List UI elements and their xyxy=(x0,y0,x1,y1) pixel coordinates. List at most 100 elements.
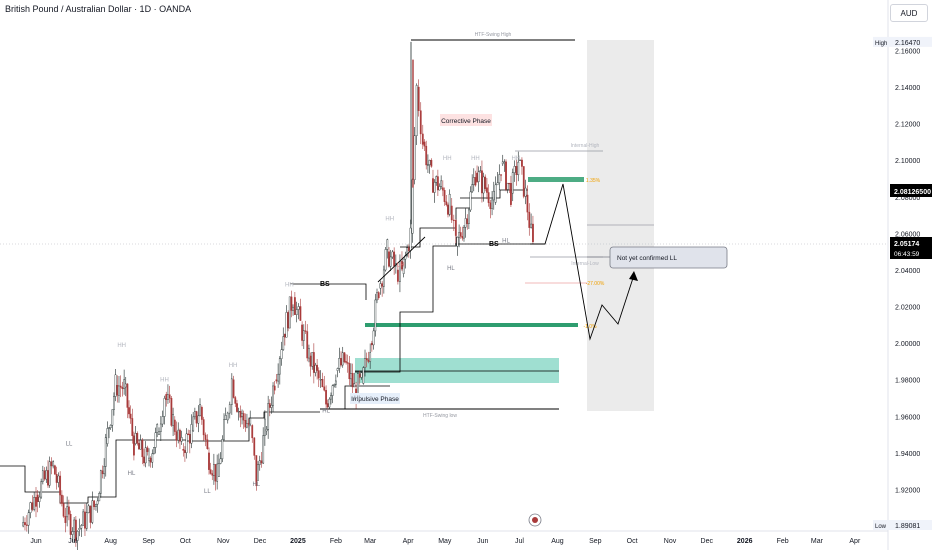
candle-body xyxy=(396,269,399,282)
candle-body xyxy=(165,394,168,400)
candle-body xyxy=(230,378,233,405)
candle-body xyxy=(206,439,209,449)
structure-label: HL xyxy=(447,266,455,272)
plot-area xyxy=(0,0,888,550)
candle-body xyxy=(73,519,76,532)
candle-body xyxy=(336,368,339,371)
candle-body xyxy=(287,312,290,329)
candle-body xyxy=(168,394,171,399)
x-tick-label: Feb xyxy=(330,538,342,545)
y-tick-label: 2.12000 xyxy=(895,122,920,129)
x-tick-label: Nov xyxy=(217,538,230,545)
candle-body xyxy=(409,227,412,251)
candle-body xyxy=(425,145,428,166)
candle-body xyxy=(328,398,331,408)
candle-body xyxy=(391,251,394,258)
candle-body xyxy=(381,283,384,287)
candle-body xyxy=(406,247,409,256)
candle-body xyxy=(428,159,431,165)
candle-body xyxy=(316,364,319,371)
x-tick-label: Apr xyxy=(849,538,861,545)
candle-body xyxy=(388,251,390,267)
candle-body xyxy=(66,506,69,518)
x-tick-label: Aug xyxy=(104,538,117,545)
currency-button[interactable]: AUD xyxy=(890,4,928,22)
candle-body xyxy=(288,296,291,329)
candle-body xyxy=(479,170,482,173)
candle-body xyxy=(450,205,453,221)
structure-label: HH xyxy=(471,156,480,162)
level-tag-bg xyxy=(890,184,932,197)
candle-body xyxy=(419,110,422,135)
x-tick-label: Mar xyxy=(364,538,377,545)
structure-label: HL xyxy=(128,471,136,477)
candle-body xyxy=(236,403,238,412)
candle-body xyxy=(435,176,438,183)
candle-body xyxy=(251,425,254,439)
y-tick-label: 2.00000 xyxy=(895,341,920,348)
candle-body xyxy=(338,358,341,369)
candle-body xyxy=(138,443,140,450)
candle-body xyxy=(469,191,472,211)
candle-body xyxy=(36,494,39,502)
candle-body xyxy=(153,447,155,454)
x-tick-label: Oct xyxy=(627,538,638,545)
y-tick-label: 2.10000 xyxy=(895,158,920,165)
candle-body xyxy=(348,362,351,380)
candle-body xyxy=(74,519,77,541)
low-value-bg xyxy=(890,520,932,530)
candle-body xyxy=(148,457,150,461)
candle-body xyxy=(487,192,490,203)
candle-body xyxy=(188,434,191,444)
candle-body xyxy=(319,379,322,381)
candle-body xyxy=(309,355,312,367)
structure-line xyxy=(290,283,367,300)
candle-body xyxy=(295,309,298,315)
candle-body xyxy=(242,413,245,421)
candle-body xyxy=(519,159,521,161)
candle-body xyxy=(96,500,99,505)
candle-body xyxy=(95,504,97,508)
structure-line xyxy=(320,385,390,410)
candle-body xyxy=(121,387,124,390)
candle-body xyxy=(129,413,132,419)
candle-body xyxy=(345,361,347,363)
candle-body xyxy=(187,433,190,435)
candle-body xyxy=(496,182,499,186)
trend-line xyxy=(377,236,426,283)
candle-body xyxy=(433,182,436,193)
structure-line xyxy=(0,411,320,504)
candle-body xyxy=(24,522,26,526)
fib-mid-label: -1.0% xyxy=(583,324,597,330)
candle-body xyxy=(182,449,185,451)
y-tick-label: 1.96000 xyxy=(895,414,920,421)
structure-label: LL xyxy=(204,489,211,495)
x-tick-label: Jul xyxy=(515,538,524,545)
candle-body xyxy=(62,503,65,517)
candle-body xyxy=(71,531,74,535)
candle-body xyxy=(402,258,405,274)
candle-body xyxy=(277,373,280,382)
candle-body xyxy=(334,380,337,385)
candle-body xyxy=(308,348,310,359)
candle-body xyxy=(393,251,396,267)
green-level-line xyxy=(365,323,578,327)
candle-body xyxy=(59,475,62,496)
candle-body xyxy=(167,394,169,400)
candle-body xyxy=(461,236,464,239)
candle-body xyxy=(101,470,104,475)
candle-body xyxy=(99,470,102,494)
candle-body xyxy=(113,396,115,410)
candle-body xyxy=(239,411,242,418)
candle-body xyxy=(374,299,377,332)
low-value: 1.89081 xyxy=(895,523,920,530)
candle-body xyxy=(204,434,207,440)
candle-body xyxy=(106,428,109,444)
candle-body xyxy=(467,209,470,224)
candle-body xyxy=(517,161,520,176)
low-tag-bg xyxy=(873,520,890,530)
candle-body xyxy=(421,133,424,145)
candle-body xyxy=(489,202,492,209)
candle-body xyxy=(500,174,503,176)
